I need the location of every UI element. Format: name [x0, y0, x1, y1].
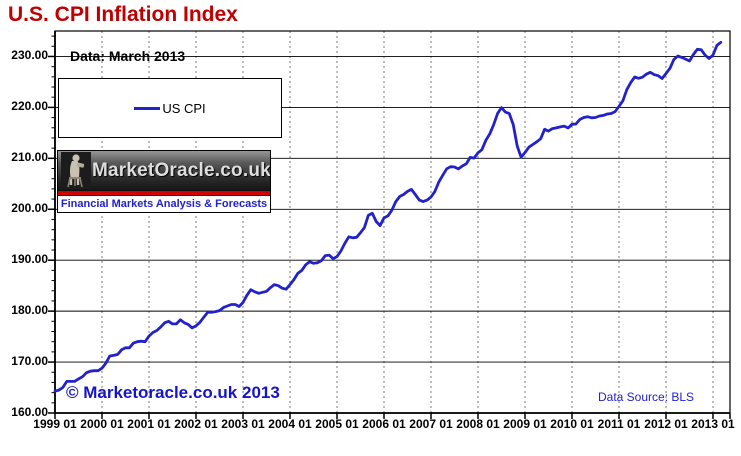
x-axis-label: 2008 01 — [456, 417, 500, 431]
y-axis-label: 160.00 — [11, 405, 48, 419]
x-axis-label: 2005 01 — [315, 417, 359, 431]
x-axis-label: 2010 01 — [550, 417, 594, 431]
copyright-watermark: © Marketoracle.co.uk 2013 — [66, 383, 280, 402]
x-axis-label: 2000 01 — [80, 417, 124, 431]
x-axis-label: 2013 01 — [691, 417, 735, 431]
x-axis-label: 2003 01 — [221, 417, 265, 431]
data-note: Data: March 2013 — [70, 48, 186, 64]
y-axis: 160.00 170.00 180.00 190.00 200.00 210.00 220.… — [0, 0, 50, 456]
logo-title: MarketOracle.co.uk — [92, 159, 270, 181]
x-axis-label: 2009 01 — [503, 417, 547, 431]
seated-oracle-figure-icon — [61, 152, 91, 189]
x-axis-label: 2004 01 — [268, 417, 312, 431]
x-axis-label: 2002 01 — [174, 417, 218, 431]
legend-box: US CPI — [58, 78, 282, 138]
x-axis-label: 2001 01 — [127, 417, 171, 431]
marketoracle-logo: MarketOracle.co.uk Financial Markets Ana… — [57, 150, 271, 213]
y-axis-label: 220.00 — [11, 99, 48, 114]
x-axis-label: 2007 01 — [409, 417, 453, 431]
y-axis-label: 230.00 — [11, 48, 48, 63]
x-axis-label: 2006 01 — [362, 417, 406, 431]
legend-label: US CPI — [162, 100, 206, 116]
y-axis-label: 170.00 — [11, 354, 48, 369]
y-axis-label: 210.00 — [11, 150, 48, 165]
x-axis-label: 2011 01 — [597, 417, 641, 431]
y-axis-label: 200.00 — [11, 201, 48, 216]
y-axis-label: 190.00 — [11, 252, 48, 267]
y-axis-label: 180.00 — [11, 303, 48, 318]
page-title: U.S. CPI Inflation Index — [8, 3, 238, 26]
logo-tagline: Financial Markets Analysis & Forecasts — [58, 196, 270, 212]
logo-header: MarketOracle.co.uk — [58, 151, 270, 190]
data-source-label: Data Source: BLS — [598, 390, 695, 404]
x-axis-label: 2012 01 — [644, 417, 688, 431]
x-axis-label: 1999 01 — [33, 417, 77, 431]
legend-line-swatch — [134, 106, 161, 110]
x-axis: 1999 01 2000 01 2001 01 2002 01 2003 01 2004 … — [0, 417, 741, 433]
